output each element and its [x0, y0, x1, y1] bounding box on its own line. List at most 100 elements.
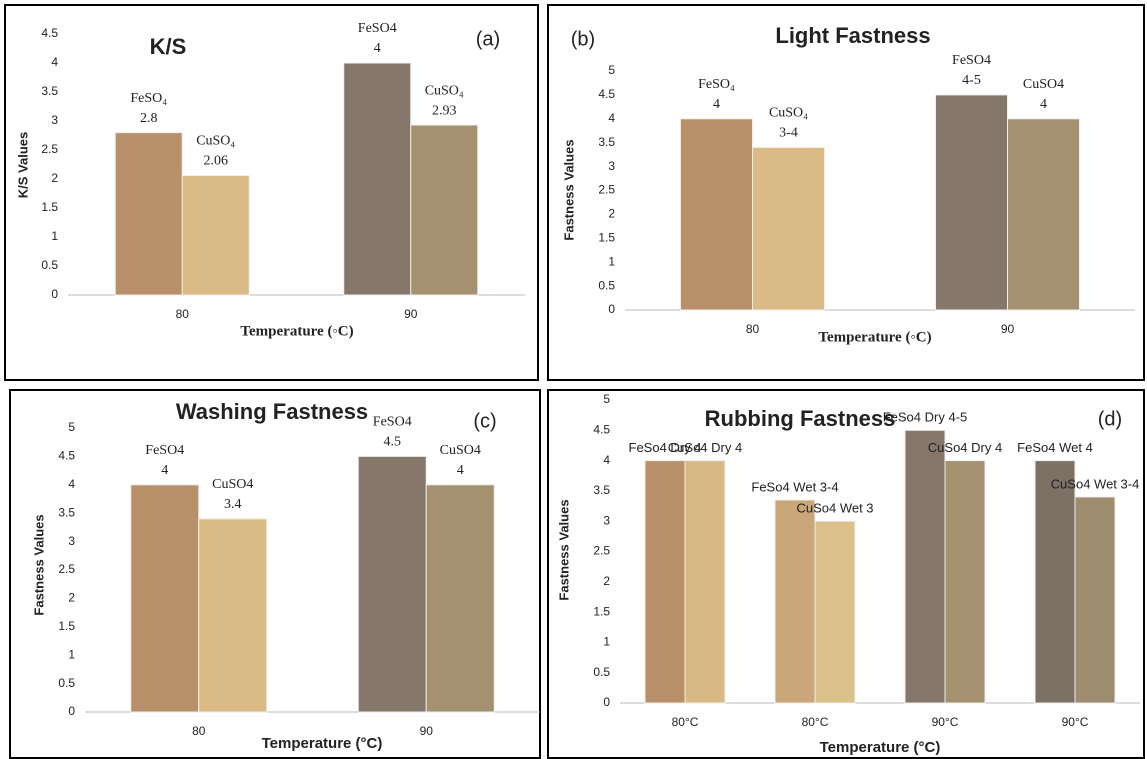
y-tick-label: 1.5: [593, 604, 610, 618]
value-label: 4.5: [384, 435, 402, 450]
panel-label: (b): [571, 28, 595, 50]
bar: [1075, 497, 1115, 703]
bar-name-label: CuSO4: [440, 443, 481, 458]
bar: [815, 521, 855, 703]
bar: [199, 519, 267, 712]
bar-name-label: FeSO4: [373, 415, 412, 430]
y-tick-label: 0: [68, 704, 75, 718]
y-tick-label: 0: [608, 302, 615, 316]
bar: [182, 176, 249, 295]
bar: [411, 125, 478, 295]
page: K/S(a)Temperature (◦C)K/S Values00.511.5…: [0, 0, 1147, 759]
bar: [936, 95, 1008, 310]
bar: [358, 456, 426, 712]
bar: [131, 485, 199, 712]
value-label: 4-5: [962, 73, 981, 88]
y-axis-label: Fastness Values: [561, 139, 576, 240]
bar: [945, 461, 985, 703]
x-tick-label: 80: [176, 307, 190, 321]
value-label: 4: [1040, 97, 1047, 112]
value-label: CuSo4 Dry 4: [928, 440, 1002, 455]
y-tick-label: 5: [68, 420, 75, 434]
value-label: 4: [161, 463, 168, 478]
y-tick-label: 4: [608, 111, 615, 125]
value-label: 4: [713, 97, 720, 112]
y-tick-label: 1.5: [41, 200, 58, 214]
chart-title: Rubbing Fastness: [705, 406, 896, 431]
bar: [1035, 461, 1075, 703]
x-tick-label: 90°C: [1062, 715, 1089, 729]
x-tick-label: 80: [746, 322, 760, 336]
bar-name-label: CuSO₄: [196, 134, 235, 149]
x-axis-label: Temperature (°C): [820, 739, 941, 756]
y-tick-label: 5: [603, 392, 610, 406]
y-tick-label: 4.5: [593, 422, 610, 436]
x-tick-label: 80°C: [802, 715, 829, 729]
bar: [685, 461, 725, 703]
x-axis-label: Temperature (◦C): [818, 329, 931, 345]
bar: [905, 430, 945, 703]
y-tick-label: 3: [608, 159, 615, 173]
x-axis-label: Temperature (°C): [262, 735, 383, 752]
y-tick-label: 4: [51, 55, 58, 69]
bar: [426, 485, 494, 712]
value-label: CuSo4 Dry 4: [668, 440, 742, 455]
panel-label: (a): [476, 28, 500, 50]
bar-name-label: FeSO₄: [698, 77, 735, 92]
y-axis-label: K/S Values: [15, 132, 30, 198]
bar: [681, 119, 753, 310]
y-tick-label: 2.5: [41, 142, 58, 156]
chart-title: Washing Fastness: [176, 399, 368, 424]
bar: [344, 63, 411, 295]
bar-name-label: CuSO4: [1023, 77, 1064, 92]
figure: K/S(a)Temperature (◦C)K/S Values00.511.5…: [0, 0, 1147, 759]
x-axis-label: Temperature (◦C): [240, 323, 353, 339]
y-tick-label: 1: [603, 635, 610, 649]
value-label: CuSo4 Wet 3: [796, 501, 873, 516]
value-label: 2.8: [140, 111, 158, 126]
bar-name-label: FeSO4: [145, 443, 184, 458]
y-tick-label: 2: [51, 171, 58, 185]
y-tick-label: 4.5: [41, 26, 58, 40]
bar-name-label: CuSO4: [212, 477, 253, 492]
y-tick-label: 4: [68, 477, 75, 491]
panel-label: (c): [473, 410, 496, 432]
x-tick-label: 80: [192, 724, 206, 738]
y-tick-label: 0.5: [41, 258, 58, 272]
y-tick-label: 3: [603, 513, 610, 527]
y-tick-label: 0.5: [593, 665, 610, 679]
value-label: FeSo4 Wet 3-4: [751, 479, 838, 494]
bar: [1008, 119, 1080, 310]
value-label: FeSo4 Wet 4: [1017, 440, 1093, 455]
value-label: 3-4: [779, 126, 798, 141]
y-tick-label: 5: [608, 63, 615, 77]
x-tick-label: 90: [1001, 322, 1015, 336]
bar-name-label: FeSO4: [358, 21, 397, 36]
x-tick-label: 90°C: [932, 715, 959, 729]
x-tick-label: 90: [404, 307, 418, 321]
y-tick-label: 4.5: [58, 449, 75, 463]
y-axis-label: Fastness Values: [556, 499, 571, 600]
y-tick-label: 3.5: [41, 84, 58, 98]
panel-label: (d): [1098, 408, 1122, 430]
y-tick-label: 1: [51, 229, 58, 243]
value-label: FeSo4 Dry 4-5: [883, 410, 968, 425]
bar: [645, 461, 685, 703]
y-tick-label: 0.5: [598, 278, 615, 292]
y-tick-label: 2: [68, 591, 75, 605]
y-tick-label: 0: [603, 695, 610, 709]
y-axis-label: Fastness Values: [31, 514, 46, 615]
y-tick-label: 2.5: [598, 183, 615, 197]
y-tick-label: 2: [603, 574, 610, 588]
value-label: 2.93: [432, 103, 457, 118]
chart-title: Light Fastness: [775, 23, 930, 48]
bar-name-label: FeSO₄: [130, 91, 167, 106]
y-tick-label: 1: [608, 254, 615, 268]
bar-name-label: FeSO4: [952, 53, 991, 68]
y-tick-label: 3: [51, 113, 58, 127]
bar: [115, 133, 182, 295]
y-tick-label: 3.5: [58, 505, 75, 519]
y-tick-label: 3.5: [593, 483, 610, 497]
y-tick-label: 4: [603, 453, 610, 467]
value-label: 4: [374, 41, 381, 56]
